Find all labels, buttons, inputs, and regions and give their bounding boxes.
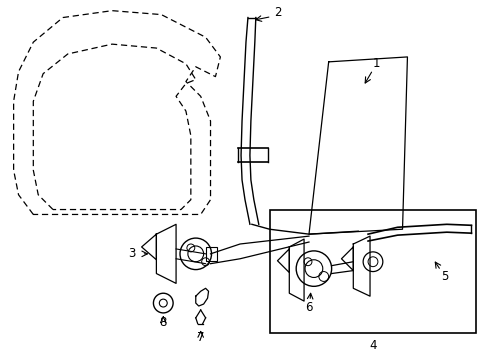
- Text: 4: 4: [368, 339, 376, 352]
- Text: 1: 1: [371, 57, 379, 70]
- Text: 3: 3: [128, 247, 135, 260]
- Bar: [205, 247, 217, 261]
- Text: 5: 5: [440, 270, 447, 283]
- Text: 7: 7: [197, 331, 204, 344]
- Text: 2: 2: [273, 6, 281, 19]
- Text: 6: 6: [305, 301, 312, 315]
- Bar: [269, 210, 475, 333]
- Text: 8: 8: [159, 316, 166, 329]
